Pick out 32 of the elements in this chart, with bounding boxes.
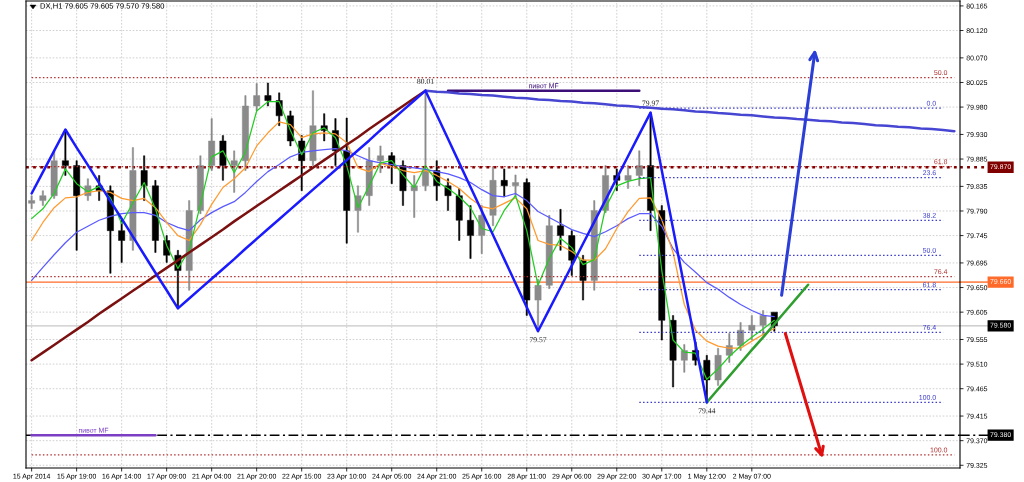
- candlestick: [512, 174, 519, 198]
- candlestick: [748, 315, 756, 341]
- candlestick: [50, 150, 58, 199]
- line-series: [31, 100, 775, 381]
- candlestick: [377, 145, 384, 173]
- candlestick: [714, 347, 722, 386]
- candlestick: [230, 150, 238, 193]
- candlestick: [545, 215, 553, 289]
- candlestick: [410, 175, 418, 218]
- line-series: [31, 121, 775, 349]
- candlestick: [467, 205, 474, 259]
- line-series: [705, 283, 810, 404]
- candlestick: [28, 195, 36, 210]
- line-series: [31, 148, 775, 318]
- candlestick: [73, 160, 81, 251]
- candlestick: [680, 344, 688, 373]
- candlestick: [61, 129, 69, 176]
- candlestick: [455, 188, 463, 241]
- candlestick: [557, 209, 564, 251]
- candlestick: [219, 135, 227, 181]
- candlestick: [118, 220, 126, 263]
- candlestick: [264, 82, 272, 107]
- candlestick: [489, 166, 497, 226]
- candlestick: [253, 83, 261, 112]
- candlestick: [242, 95, 249, 171]
- candlestick: [624, 165, 632, 189]
- candlestick: [635, 150, 643, 187]
- line-series: [424, 89, 956, 133]
- line-series: [30, 89, 709, 404]
- candlestick: [208, 118, 216, 171]
- candlestick: [39, 190, 47, 206]
- candlestick: [500, 168, 508, 198]
